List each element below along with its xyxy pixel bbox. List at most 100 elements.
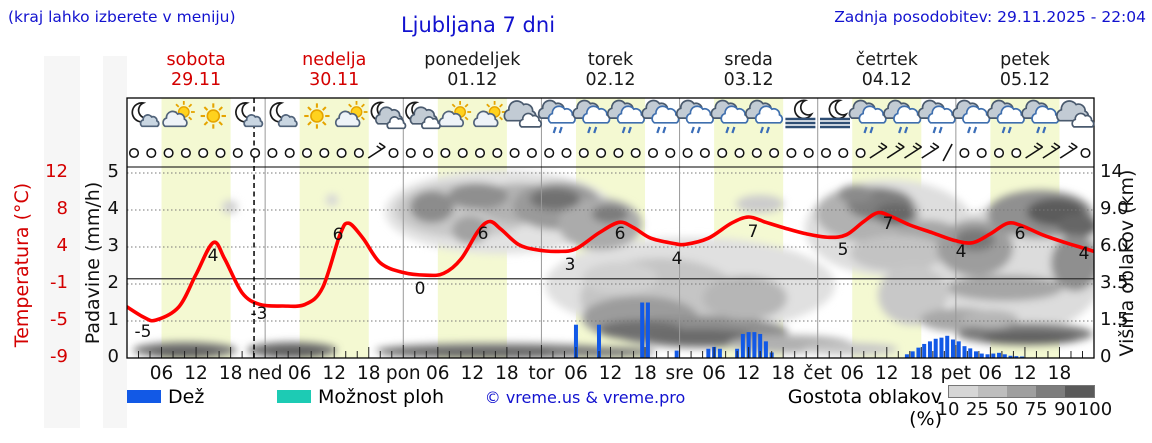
day-date: 30.11 [309,70,360,90]
rain-bar [717,348,722,358]
cloud-blob [452,216,488,244]
temp-axis-tick: -1 [50,272,68,293]
x-axis-tick-12: 12 [460,363,485,384]
wind-calm-icon [526,147,537,159]
temperature-label: 6 [333,225,344,245]
temp-axis-tick: 8 [56,198,68,219]
rain-bar [904,354,909,358]
temperature-label: 6 [1015,224,1026,244]
axis-strip-temperature [44,56,80,428]
wind-calm-icon [596,147,607,159]
wind-calm-icon [250,147,261,159]
wind-calm-icon [613,147,624,159]
x-axis-tick-tor: tor [528,363,555,384]
axis-strip-precip [103,56,127,428]
day-date: 29.11 [171,70,222,90]
rain-bar [1002,354,1007,358]
wind-calm-icon [717,147,728,159]
weather-icon-sun [200,103,226,129]
wind-calm-icon [630,147,641,159]
temperature-label: 0 [415,279,426,299]
x-axis-tick-12: 12 [184,363,208,384]
wind-calm-icon [284,147,295,159]
weather-icon-rain [675,99,714,134]
wind-barb-icon [1025,142,1044,159]
x-axis-tick-sre: sre [665,363,694,384]
x-axis-tick-18: 18 [1047,363,1072,384]
precip-axis-tick: 4 [107,198,119,219]
rain-bar [956,341,961,358]
x-axis-tick-18: 18 [633,363,657,384]
density-scale-segment [978,386,1007,397]
wind-calm-icon [509,147,520,159]
rain-bar [991,353,996,358]
day-name: sobota [166,50,226,70]
cloud-blob [582,262,658,294]
weather-icon-moon-cloud [235,102,264,128]
x-axis-tick-06: 06 [564,363,588,384]
weather-icon-cloudy [1056,100,1095,128]
x-axis-tick-12: 12 [1013,363,1037,384]
rain-bar [674,350,679,358]
temperature-label: 3 [565,255,576,275]
rain-bar [922,343,927,358]
wind-calm-icon [198,147,209,159]
wind-calm-icon [128,147,140,159]
cloud-blob [955,229,995,251]
density-scale-tick: 10 [936,399,960,420]
weather-icon-rain [952,99,991,134]
temperature-label: 4 [672,249,683,269]
density-scale-segment [1065,386,1094,397]
wind-calm-icon [734,147,745,159]
rain-bar [985,354,990,358]
density-scale-tick: 75 [1024,399,1048,420]
x-axis-tick-čet: čet [803,363,833,384]
x-axis-tick-06: 06 [287,363,312,384]
day-name: torek [587,50,634,70]
x-axis-tick-pon: pon [385,363,421,384]
cloud-blob [410,191,454,223]
wind-calm-icon [1011,147,1022,159]
day-header-torek: torek 02.12 [546,50,676,90]
rain-bar [974,351,979,358]
copyright-link[interactable]: © vreme.us & vreme.pro [484,388,686,407]
rain-bar [758,333,763,358]
rain-bar [910,351,915,358]
cloud-density-scale [948,385,1095,398]
temperature-label: 5 [838,240,849,260]
wind-calm-icon [232,147,243,159]
temp-axis-tick: 4 [56,235,68,256]
x-axis-tick-18: 18 [771,363,795,384]
cloud-blob [982,332,1078,344]
wind-calm-icon [682,147,693,159]
rain-bar [916,347,921,358]
precip-axis-tick: 5 [107,161,119,182]
density-scale-tick: 25 [965,399,989,420]
weather-icon-rain [1021,99,1060,134]
precip-axis-tick: 2 [107,272,119,293]
wind-symbol-row [128,142,1091,162]
x-axis-tick-06: 06 [149,363,174,384]
weather-icon-rain [986,99,1025,134]
cloud-blob [645,329,755,345]
rain-swatch [127,390,161,403]
x-axis-tick-06: 06 [426,363,450,384]
cloud-blob [850,235,946,271]
wind-calm-icon [803,147,814,159]
plot-frame [126,97,1095,359]
day-header-četrtek: četrtek 04.12 [822,50,952,90]
rain-bar [573,324,578,358]
rain-bar [939,337,944,358]
temperature-label: 6 [478,224,489,244]
weather-icon-rain [883,99,922,134]
cloud-height-axis-tick: 3.5 [1100,272,1129,293]
wind-calm-icon [855,147,866,159]
location-hint[interactable]: (kraj lahko izberete v meniju) [8,8,236,26]
precip-axis-tick: 0 [107,346,119,367]
cloud-blob [736,195,784,213]
last-update-label: Zadnja posodobitev: 29.11.2025 - 22:04 [834,8,1146,26]
rain-bar [740,333,745,358]
cloud-blob [530,188,580,210]
weather-icon-rain [917,99,956,134]
